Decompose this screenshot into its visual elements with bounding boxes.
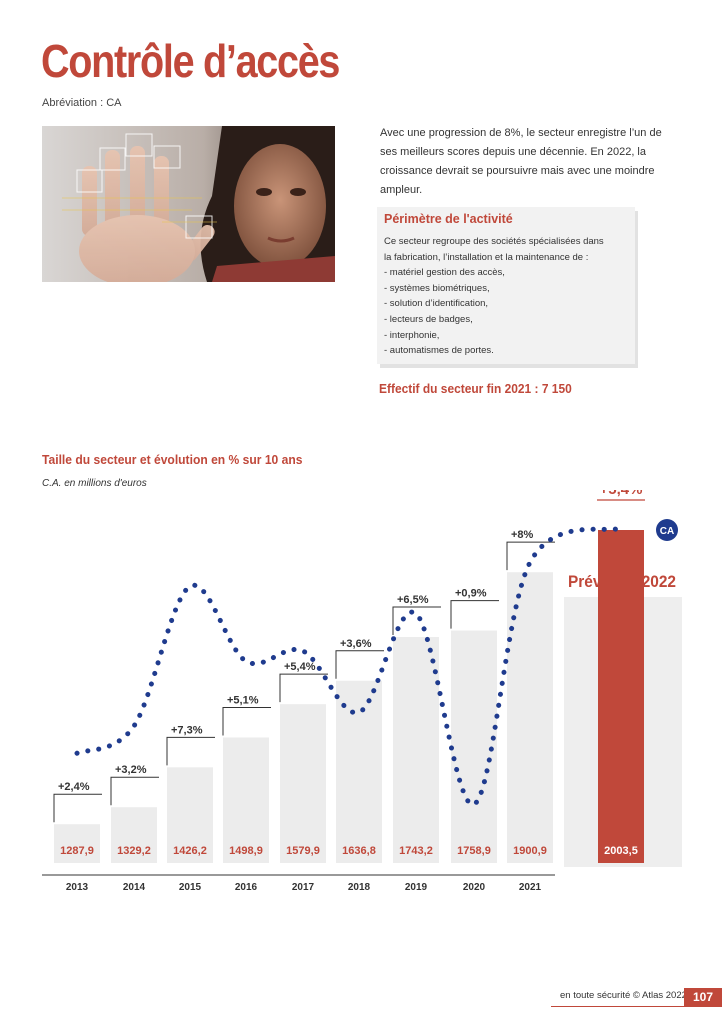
bar-2021 xyxy=(507,572,553,863)
growth-label: +0,9% xyxy=(455,588,487,600)
bar-value-label: 1900,9 xyxy=(513,845,547,857)
bar-value-label: 1758,9 xyxy=(457,845,491,857)
bar-2022 xyxy=(598,530,644,863)
growth-bracket xyxy=(506,541,555,571)
growth-curve xyxy=(74,525,624,807)
footer-text: en toute sécurité © Atlas 2022 xyxy=(560,990,687,1001)
bar-2014 xyxy=(111,807,157,863)
perimetre-line: Ce secteur regroupe des sociétés spécial… xyxy=(384,236,604,247)
bar-value-label: 2003,5 xyxy=(604,845,638,857)
perimetre-line: - solution d’identification, xyxy=(384,298,489,310)
year-label: 2016 xyxy=(235,882,258,893)
page-title: Contrôle d’accès xyxy=(41,35,340,87)
perimetre-line: - interphonie, xyxy=(384,329,440,341)
year-label: 2019 xyxy=(405,882,428,893)
growth-label: +5,4% xyxy=(284,661,316,673)
growth-bracket xyxy=(392,606,441,636)
perimetre-line: - automatismes de portes. xyxy=(384,345,494,357)
page-number: 107 xyxy=(684,988,722,1006)
fingerprint-scan-photo xyxy=(42,126,335,282)
bar-value-label: 1329,2 xyxy=(117,845,151,857)
growth-label: +3,2% xyxy=(115,764,147,776)
growth-bracket xyxy=(222,706,271,736)
growth-label: +7,3% xyxy=(171,724,203,736)
perimetre-text: Ce secteur regroupe des sociétés spécial… xyxy=(384,234,604,359)
perimetre-line: la fabrication, l’installation et la mai… xyxy=(384,251,589,263)
footer-rule xyxy=(551,1006,722,1007)
growth-bracket xyxy=(279,673,328,703)
bar-value-label: 1426,2 xyxy=(173,845,207,857)
year-label: 2020 xyxy=(463,882,486,893)
growth-label: +8% xyxy=(511,529,534,541)
bar-2016 xyxy=(223,737,269,863)
bar-value-label: 1498,9 xyxy=(229,845,263,857)
intro-paragraph: Avec une progression de 8%, le secteur e… xyxy=(380,127,662,196)
perimetre-line: - lecteurs de badges, xyxy=(384,313,473,325)
perimetre-line: - matériel gestion des accès, xyxy=(384,267,505,279)
year-label: 2013 xyxy=(66,882,89,893)
ca-marker xyxy=(656,519,678,542)
year-label: 2017 xyxy=(292,882,315,893)
chart-title: Taille du secteur et évolution en % sur … xyxy=(42,452,303,467)
growth-label: +5,1% xyxy=(227,694,259,706)
growth-bracket xyxy=(166,736,215,766)
abbreviation: Abréviation : CA xyxy=(42,97,122,109)
revenue-chart: Prévision 20221287,920131329,220141426,2… xyxy=(42,490,682,893)
bar-2019 xyxy=(393,637,439,863)
growth-label: +3,6% xyxy=(340,638,372,650)
bar-value-label: 1636,8 xyxy=(342,845,376,857)
growth-bracket xyxy=(450,600,499,629)
bar-2017 xyxy=(280,704,326,863)
effectif-headline: Effectif du secteur fin 2021 : 7 150 xyxy=(379,381,572,396)
year-label: 2018 xyxy=(348,882,371,893)
perimetre-line: - systèmes biométriques, xyxy=(384,282,490,294)
year-label: 2015 xyxy=(179,882,202,893)
bar-2018 xyxy=(336,680,382,863)
growth-bracket xyxy=(110,776,159,806)
year-label: 2021 xyxy=(519,882,542,893)
growth-bracket xyxy=(335,650,384,679)
bar-value-label: 1579,9 xyxy=(286,845,320,857)
bar-2020 xyxy=(451,630,497,863)
perimetre-title: Périmètre de l'activité xyxy=(384,212,513,226)
bar-2013 xyxy=(54,824,100,863)
growth-label: +5,4% xyxy=(600,490,643,498)
growth-bracket xyxy=(53,793,102,823)
bar-value-label: 1743,2 xyxy=(399,845,433,857)
ca-marker-label: CA xyxy=(660,526,674,537)
bar-value-label: 1287,9 xyxy=(60,845,94,857)
year-label: 2014 xyxy=(123,882,146,893)
growth-label: +6,5% xyxy=(397,594,429,606)
chart-subtitle: C.A. en millions d'euros xyxy=(42,478,147,489)
growth-label: +2,4% xyxy=(58,781,90,793)
bar-2015 xyxy=(167,767,213,863)
perimetre-box xyxy=(377,207,635,364)
